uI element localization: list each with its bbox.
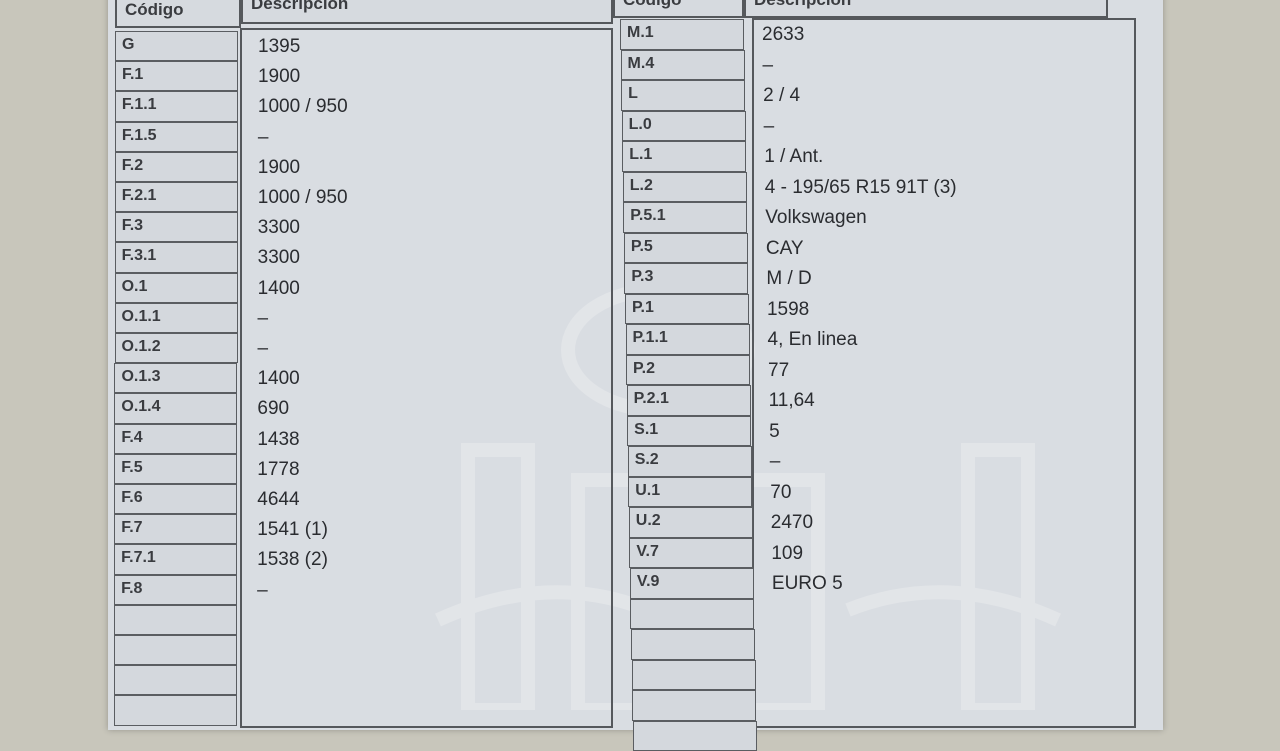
- code-cell: O.1.1: [115, 303, 238, 333]
- description-value: 3300: [258, 247, 300, 269]
- description-value: M / D: [766, 268, 811, 290]
- description-value: 1598: [767, 299, 809, 321]
- code-cell: [114, 665, 237, 695]
- description-value: 1438: [257, 429, 299, 451]
- description-value: 4 - 195/65 R15 91T (3): [765, 177, 957, 199]
- code-cell: [631, 629, 755, 660]
- right-header-code: Código: [613, 0, 744, 18]
- description-value: 1900: [258, 157, 300, 179]
- code-cell: O.1.4: [114, 393, 237, 423]
- description-value: 1400: [257, 368, 299, 390]
- code-cell: P.2.1: [627, 385, 751, 416]
- description-value: 70: [770, 482, 791, 504]
- left-header-code: Código: [115, 0, 241, 28]
- description-value: 1 / Ant.: [764, 146, 823, 168]
- code-cell: O.1.3: [114, 363, 237, 393]
- code-cell: F.3.1: [115, 242, 238, 272]
- code-cell: O.1: [115, 273, 238, 303]
- description-value: –: [258, 338, 269, 360]
- code-cell: P.5.1: [623, 202, 747, 233]
- code-cell: L: [621, 80, 745, 111]
- code-cell: U.1: [628, 477, 752, 508]
- description-value: –: [770, 451, 781, 473]
- description-value: 1395: [258, 36, 300, 58]
- code-cell: F.6: [114, 484, 237, 514]
- description-value: 2 / 4: [763, 85, 800, 107]
- description-value: 5: [769, 421, 780, 443]
- code-cell: F.5: [114, 454, 237, 484]
- code-cell: M.4: [621, 50, 745, 81]
- description-value: 77: [768, 360, 789, 382]
- code-cell: F.1: [115, 61, 238, 91]
- code-cell: S.1: [627, 416, 751, 447]
- description-value: –: [258, 308, 269, 330]
- code-cell: [632, 690, 756, 721]
- description-value: –: [764, 116, 775, 138]
- code-cell: F.1.5: [115, 122, 238, 152]
- code-cell: S.2: [628, 446, 752, 477]
- description-value: 1900: [258, 66, 300, 88]
- code-cell: L.0: [622, 111, 746, 142]
- description-value: 11,64: [769, 390, 815, 412]
- left-header-description: Descripción: [241, 0, 613, 24]
- right-header-description: Descripción: [744, 0, 1108, 18]
- description-value: 1538 (2): [257, 549, 328, 571]
- code-cell: [633, 721, 757, 751]
- code-cell: F.7: [114, 514, 237, 544]
- code-cell: [114, 635, 237, 665]
- right-description-column: [752, 18, 1136, 728]
- code-cell: F.8: [114, 575, 237, 605]
- code-cell: U.2: [629, 507, 753, 538]
- code-cell: P.5: [624, 233, 748, 264]
- code-cell: G: [115, 31, 238, 61]
- description-value: EURO 5: [772, 573, 843, 595]
- description-value: 1000 / 950: [258, 96, 348, 118]
- code-cell: V.7: [629, 538, 753, 569]
- description-value: 1000 / 950: [258, 187, 348, 209]
- code-cell: F.2: [115, 152, 238, 182]
- code-cell: L.1: [622, 141, 746, 172]
- code-cell: P.2: [626, 355, 750, 386]
- code-cell: P.3: [624, 263, 748, 294]
- code-cell: F.7.1: [114, 544, 237, 574]
- description-value: –: [257, 580, 268, 602]
- description-value: 1541 (1): [257, 519, 328, 541]
- code-cell: [114, 605, 237, 635]
- code-cell: M.1: [620, 19, 744, 50]
- description-value: 3300: [258, 217, 300, 239]
- code-cell: [114, 695, 237, 725]
- code-cell: F.4: [114, 424, 237, 454]
- description-value: –: [258, 127, 269, 149]
- description-value: 690: [257, 398, 289, 420]
- description-value: 1400: [258, 278, 300, 300]
- code-cell: [630, 599, 754, 630]
- code-cell: V.9: [630, 568, 754, 599]
- description-value: Volkswagen: [765, 207, 866, 229]
- description-value: –: [763, 55, 774, 77]
- code-cell: F.1.1: [115, 91, 238, 121]
- code-cell: P.1.1: [626, 324, 750, 355]
- description-value: 2633: [762, 24, 804, 46]
- description-value: 4644: [257, 489, 299, 511]
- description-value: 2470: [771, 512, 813, 534]
- code-cell: [632, 660, 756, 691]
- description-value: CAY: [766, 238, 804, 260]
- code-cell: F.3: [115, 212, 238, 242]
- code-cell: F.2.1: [115, 182, 238, 212]
- code-cell: O.1.2: [115, 333, 238, 363]
- code-cell: L.2: [623, 172, 747, 203]
- description-value: 1778: [257, 459, 299, 481]
- description-value: 4, En linea: [768, 329, 858, 351]
- code-cell: P.1: [625, 294, 749, 325]
- description-value: 109: [771, 543, 803, 565]
